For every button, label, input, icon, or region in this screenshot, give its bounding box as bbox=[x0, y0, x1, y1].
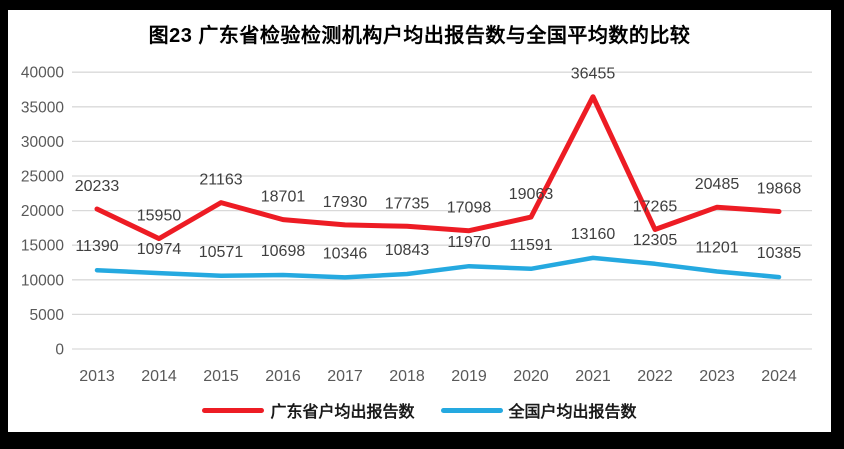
data-label: 18701 bbox=[261, 189, 306, 206]
x-tick-label: 2014 bbox=[141, 368, 177, 385]
data-label: 10346 bbox=[323, 245, 368, 262]
guangdong-line bbox=[94, 94, 782, 242]
chart-canvas: 图23 广东省检验检测机构户均出报告数与全国平均数的比较 0 5000 10000 1… bbox=[8, 10, 831, 432]
y-tick-label: 15000 bbox=[21, 238, 64, 255]
x-axis-labels: 2013 2014 2015 2016 2017 2018 2019 2020 2021 2022… bbox=[79, 368, 797, 385]
data-label: 19868 bbox=[757, 181, 802, 198]
x-tick-label: 2017 bbox=[327, 368, 363, 385]
data-label: 10571 bbox=[199, 244, 244, 261]
data-label: 11201 bbox=[695, 240, 738, 257]
data-label: 17265 bbox=[633, 199, 678, 216]
y-tick-label: 10000 bbox=[21, 272, 64, 289]
x-tick-label: 2024 bbox=[761, 368, 797, 385]
guangdong-line-data-labels: 20233 15950 21163 18701 17930 17735 17098 19063… bbox=[75, 66, 802, 225]
data-label: 12305 bbox=[633, 232, 678, 249]
data-label: 13160 bbox=[571, 226, 616, 243]
data-label: 19063 bbox=[509, 186, 554, 203]
x-tick-label: 2013 bbox=[79, 368, 115, 385]
x-tick-label: 2022 bbox=[637, 368, 673, 385]
data-label: 15950 bbox=[137, 208, 182, 225]
data-label: 11970 bbox=[447, 234, 490, 251]
data-label: 20233 bbox=[75, 178, 120, 195]
data-label: 11591 bbox=[509, 237, 552, 254]
y-tick-label: 5000 bbox=[30, 307, 65, 324]
y-tick-label: 35000 bbox=[21, 99, 64, 116]
legend-label-guangdong: 广东省户均出报告数 bbox=[270, 404, 415, 421]
gridlines bbox=[72, 71, 812, 350]
data-label: 10843 bbox=[385, 242, 430, 259]
data-label: 21163 bbox=[199, 172, 242, 189]
y-tick-label: 25000 bbox=[21, 169, 64, 186]
national-line bbox=[94, 255, 782, 280]
data-label: 10385 bbox=[757, 245, 802, 262]
x-tick-label: 2018 bbox=[389, 368, 425, 385]
data-label: 36455 bbox=[571, 66, 616, 83]
data-label: 20485 bbox=[695, 176, 740, 193]
national-line-swatch bbox=[440, 407, 503, 413]
data-label: 17930 bbox=[323, 194, 368, 211]
x-tick-label: 2015 bbox=[203, 368, 239, 385]
legend-item-guangdong: 广东省户均出报告数 bbox=[202, 398, 415, 422]
data-label: 17735 bbox=[385, 195, 430, 212]
y-tick-label: 20000 bbox=[21, 203, 64, 220]
data-label: 10974 bbox=[137, 241, 182, 258]
y-axis-labels: 0 5000 10000 15000 20000 25000 30000 35000 40000 bbox=[21, 65, 64, 359]
y-tick-label: 0 bbox=[55, 342, 64, 359]
legend-item-national: 全国户均出报告数 bbox=[440, 398, 637, 422]
data-label: 17098 bbox=[447, 200, 492, 217]
x-tick-label: 2020 bbox=[513, 368, 549, 385]
chart-legend: 广东省户均出报告数 全国户均出报告数 bbox=[8, 398, 831, 422]
y-tick-label: 40000 bbox=[21, 65, 64, 82]
y-tick-label: 30000 bbox=[21, 134, 64, 151]
line-chart: 0 5000 10000 15000 20000 25000 30000 35000 40000… bbox=[21, 65, 812, 385]
x-tick-label: 2016 bbox=[265, 368, 301, 385]
guangdong-line-swatch bbox=[202, 407, 265, 413]
national-line-data-labels: 11390 10974 10571 10698 10346 10843 11970 11591… bbox=[75, 226, 801, 263]
x-tick-label: 2019 bbox=[451, 368, 487, 385]
x-tick-label: 2021 bbox=[575, 368, 611, 385]
data-label: 11390 bbox=[75, 238, 118, 255]
x-tick-label: 2023 bbox=[699, 368, 735, 385]
data-label: 10698 bbox=[261, 243, 306, 260]
legend-label-national: 全国户均出报告数 bbox=[508, 404, 637, 421]
chart-title: 图23 广东省检验检测机构户均出报告数与全国平均数的比较 bbox=[148, 25, 691, 47]
